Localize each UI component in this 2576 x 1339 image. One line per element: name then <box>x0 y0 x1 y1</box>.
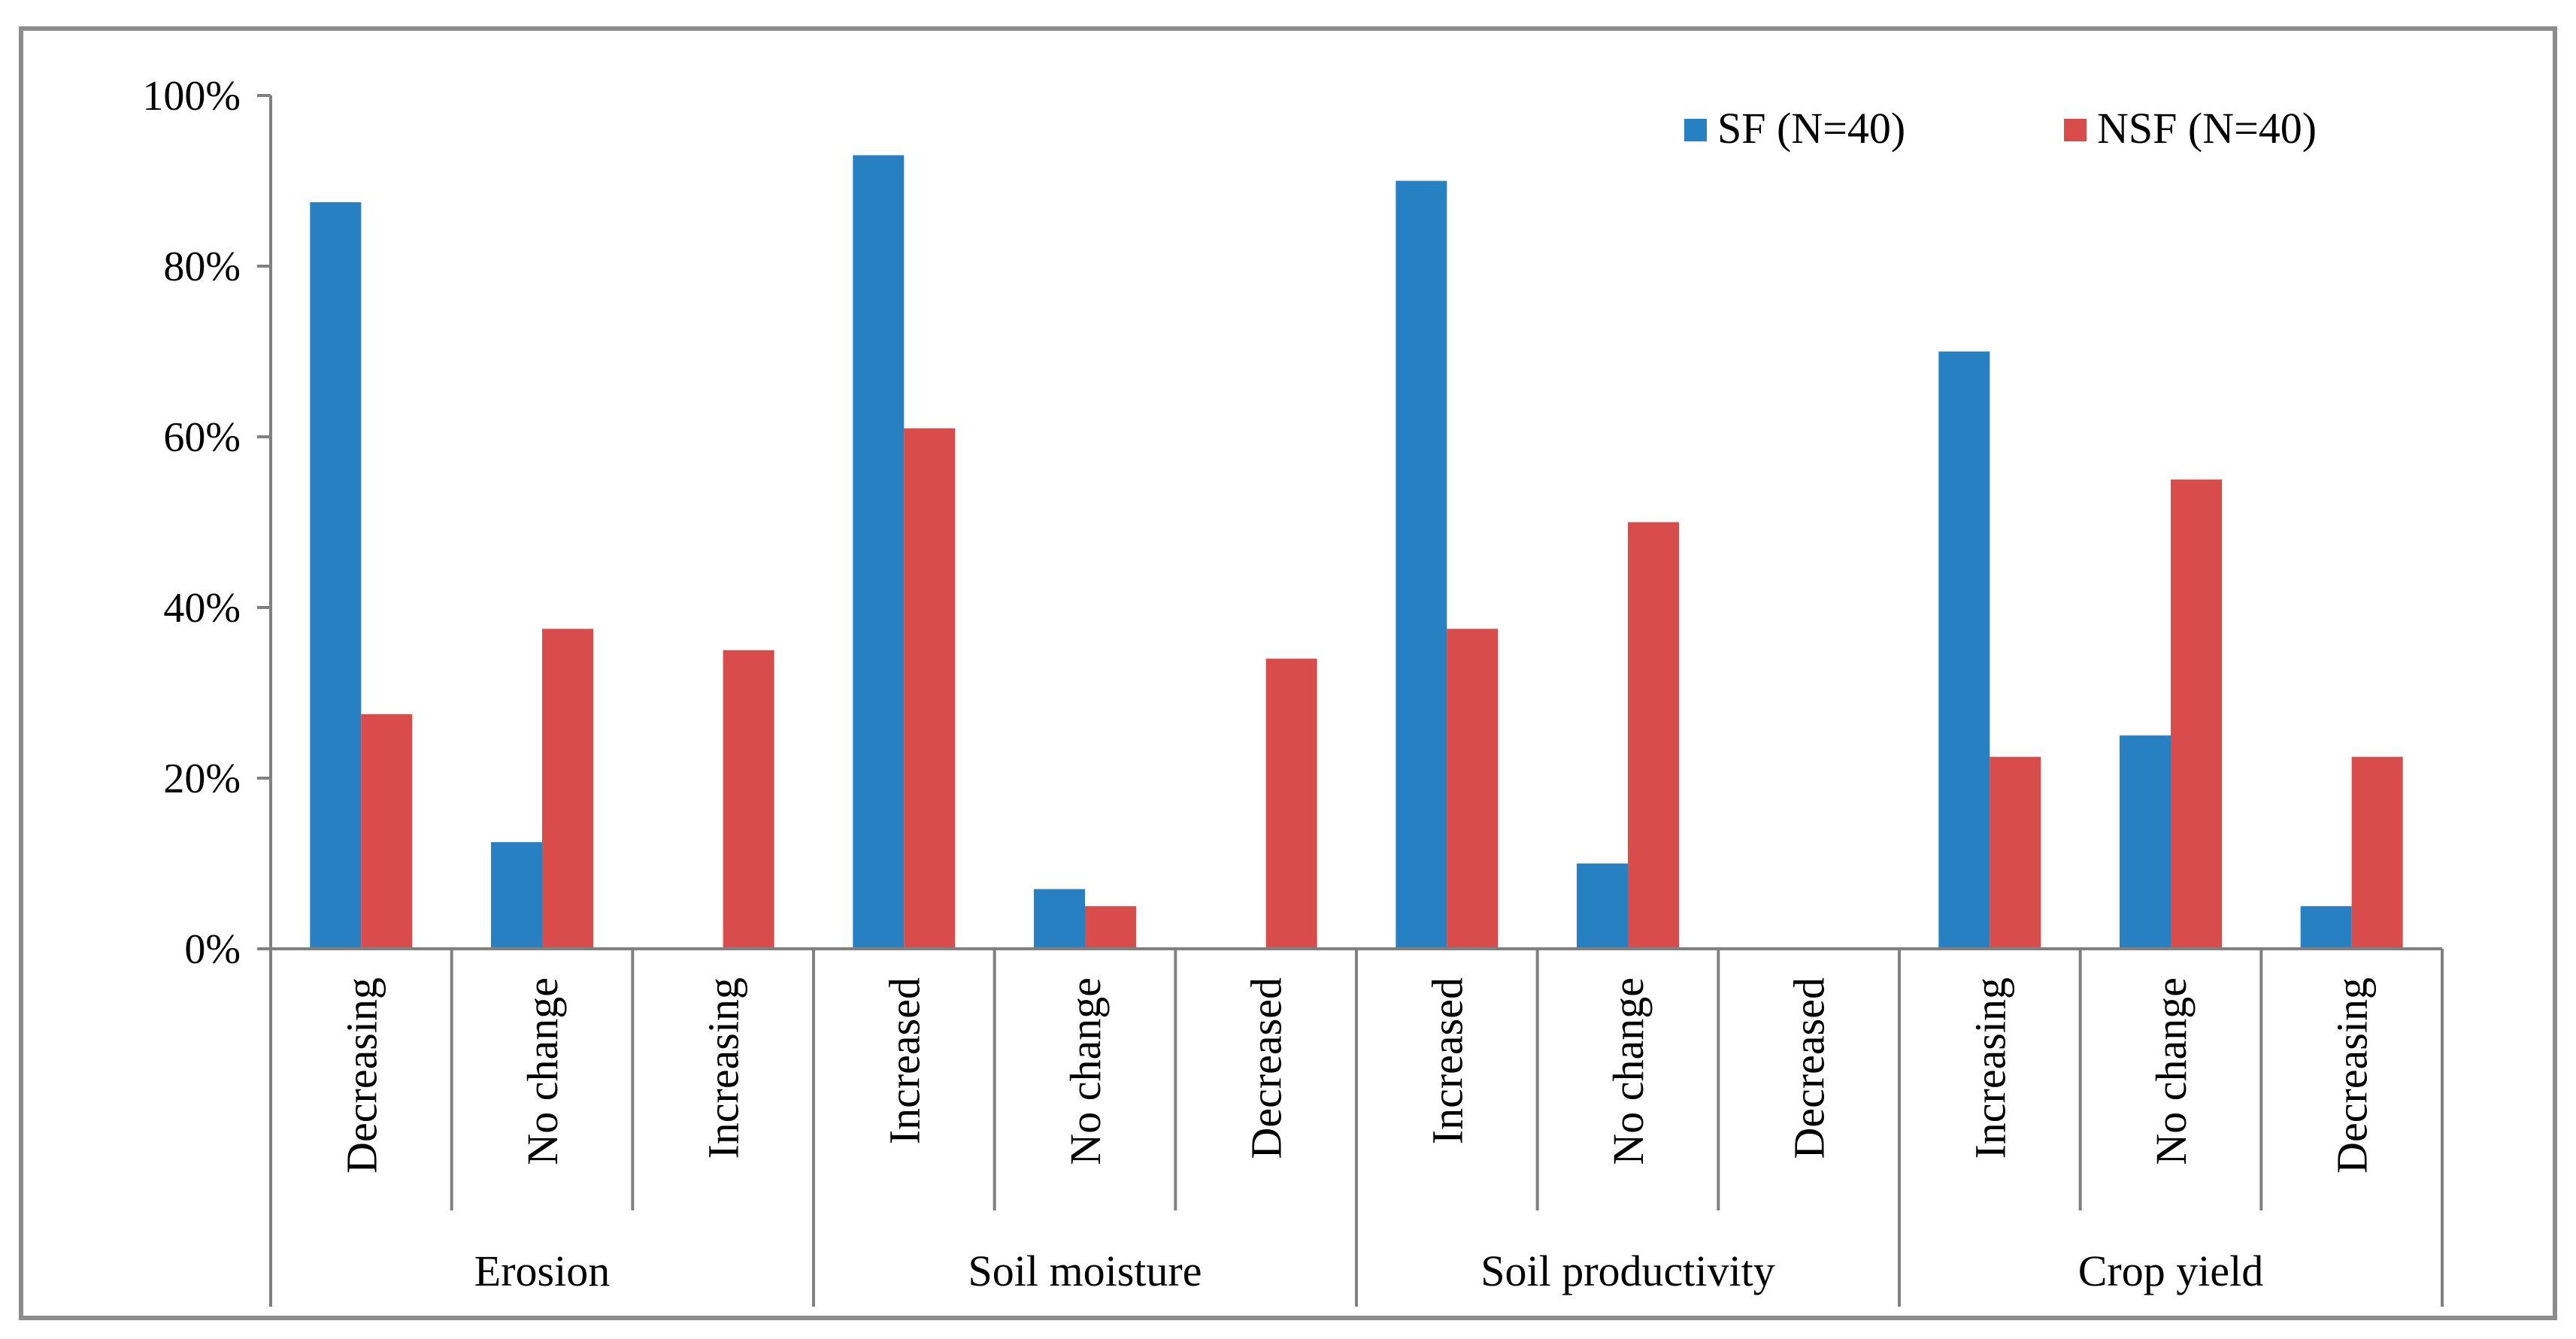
bar-nsf <box>542 629 593 949</box>
category-label: Decreasing <box>2328 977 2377 1174</box>
category-label: Decreasing <box>337 977 386 1174</box>
group-label: Erosion <box>474 1247 610 1295</box>
bar-nsf <box>1990 756 2041 949</box>
legend-swatch <box>2064 119 2087 141</box>
y-tick-label: 0% <box>184 926 241 973</box>
bar-sf <box>1577 863 1628 949</box>
y-tick-label: 40% <box>163 585 241 632</box>
bar-nsf <box>1085 906 1136 949</box>
bar-sf <box>853 155 905 950</box>
bar-nsf <box>1447 629 1499 949</box>
legend-label: SF (N=40) <box>1717 104 1905 153</box>
x-axis: Decreasing No change Increasing Erosion Incr… <box>269 947 2444 1307</box>
category-label: Increased <box>880 977 929 1144</box>
legend: SF (N=40) NSF (N=40) <box>1684 104 2317 153</box>
group-label: Soil productivity <box>1480 1247 1775 1295</box>
category-label: Decreased <box>1242 977 1291 1159</box>
bar-nsf <box>723 650 774 949</box>
category-label: No change <box>2147 977 2196 1165</box>
y-tick-label: 20% <box>163 756 241 802</box>
bar-sf <box>1034 889 1085 949</box>
category-label: No change <box>518 977 567 1165</box>
bar-nsf <box>1628 522 1679 949</box>
category-label: No change <box>1604 977 1653 1165</box>
category-label: No change <box>1061 977 1110 1165</box>
bar-sf <box>1938 351 1990 949</box>
y-tick-label: 80% <box>163 244 241 290</box>
bar-nsf <box>2171 479 2222 949</box>
bar-sf <box>310 201 362 949</box>
legend-label: NSF (N=40) <box>2097 104 2317 153</box>
bar-nsf <box>904 428 956 949</box>
y-tick-label: 100% <box>142 73 241 120</box>
category-label: Increasing <box>699 977 748 1159</box>
y-tick-label: 60% <box>163 414 241 461</box>
bar-sf <box>2300 906 2352 949</box>
bars <box>310 155 2403 950</box>
y-axis: 0% 20% 40% 60% 80% 100% <box>142 73 272 973</box>
group-label: Soil moisture <box>968 1247 1202 1295</box>
category-label: Increasing <box>1965 977 2014 1159</box>
bar-nsf <box>361 713 413 949</box>
group-label: Crop yield <box>2078 1247 2263 1295</box>
bar-sf <box>2120 735 2171 949</box>
bar-nsf <box>2351 756 2403 949</box>
bar-nsf <box>1265 659 1317 949</box>
bar-sf <box>491 842 542 949</box>
category-label: Decreased <box>1785 977 1834 1159</box>
legend-swatch <box>1684 119 1707 141</box>
category-label: Increased <box>1423 977 1471 1144</box>
bar-sf <box>1396 180 1447 949</box>
